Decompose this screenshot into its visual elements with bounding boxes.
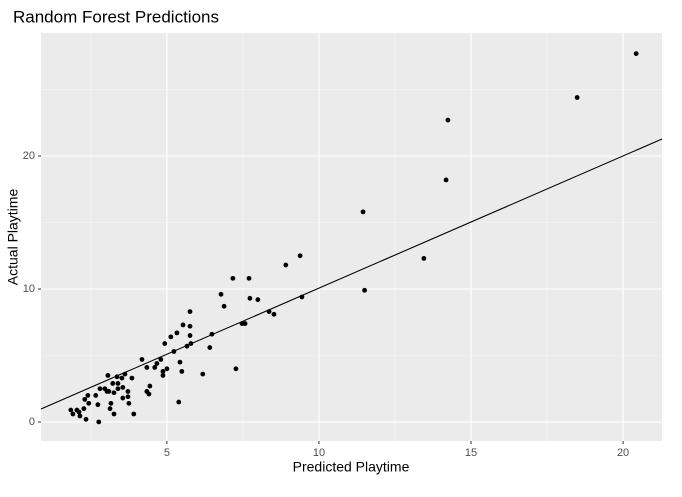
point [120, 385, 126, 390]
point [184, 343, 190, 349]
point [152, 365, 158, 370]
point [421, 256, 427, 261]
point [207, 345, 213, 350]
point [174, 330, 180, 336]
point [443, 177, 449, 183]
point [218, 291, 224, 297]
point [187, 309, 193, 315]
point [122, 371, 128, 377]
point [68, 407, 74, 413]
point [110, 381, 116, 386]
chart-title: Random Forest Predictions [13, 7, 219, 26]
point [144, 365, 150, 370]
point [297, 253, 303, 259]
point [209, 331, 215, 337]
point [187, 333, 193, 338]
point [93, 392, 99, 398]
point [81, 406, 87, 412]
point [131, 411, 137, 417]
point [283, 262, 289, 268]
fit-line [40, 138, 663, 410]
point [230, 275, 236, 281]
point [200, 371, 206, 377]
y-tick-label: 20 [23, 150, 35, 162]
point [160, 373, 166, 378]
point [105, 373, 111, 378]
point [97, 386, 103, 392]
point [179, 369, 185, 374]
point [188, 341, 194, 346]
point [76, 409, 82, 415]
point [266, 309, 272, 315]
point [362, 287, 367, 293]
point [299, 294, 305, 300]
point [115, 386, 121, 392]
point [242, 321, 248, 326]
x-axis-title: Predicted Playtime [293, 459, 410, 475]
point [70, 411, 76, 417]
point [154, 361, 160, 366]
x-tick-label: 5 [164, 447, 170, 459]
point [187, 323, 193, 329]
point [126, 400, 132, 406]
point [95, 402, 101, 408]
point [125, 388, 131, 394]
point [255, 297, 261, 303]
point [574, 95, 580, 100]
point [147, 383, 153, 389]
point [77, 413, 83, 419]
point [168, 334, 174, 340]
point [246, 275, 252, 281]
point [129, 375, 135, 381]
point [164, 366, 170, 372]
point [111, 390, 117, 396]
point [144, 388, 150, 394]
point [104, 388, 110, 394]
point [233, 366, 239, 372]
point [162, 341, 168, 346]
y-tick-label: 0 [29, 416, 35, 428]
point [86, 400, 92, 406]
point [83, 416, 89, 422]
point [271, 311, 277, 317]
point [139, 357, 145, 362]
point [158, 357, 164, 362]
point [633, 51, 639, 57]
point [180, 322, 186, 328]
y-tick-label: 10 [23, 283, 35, 295]
x-tick-label: 10 [313, 447, 325, 459]
point [445, 117, 451, 123]
point [111, 411, 117, 417]
point [96, 419, 102, 425]
point [125, 394, 131, 400]
point [119, 375, 125, 381]
point [360, 209, 366, 215]
point [247, 295, 253, 301]
point [85, 392, 91, 398]
y-axis-title: Actual Playtime [5, 189, 21, 286]
point [160, 369, 166, 374]
point [108, 400, 114, 406]
point [171, 349, 177, 354]
x-tick-label: 20 [617, 447, 629, 459]
point [177, 359, 183, 365]
point [176, 399, 182, 405]
point [221, 303, 227, 309]
panel [41, 33, 662, 441]
point [114, 374, 120, 380]
point [115, 381, 121, 386]
x-tick-label: 15 [465, 447, 477, 459]
point [107, 406, 113, 412]
point [120, 395, 126, 401]
point [82, 396, 88, 402]
